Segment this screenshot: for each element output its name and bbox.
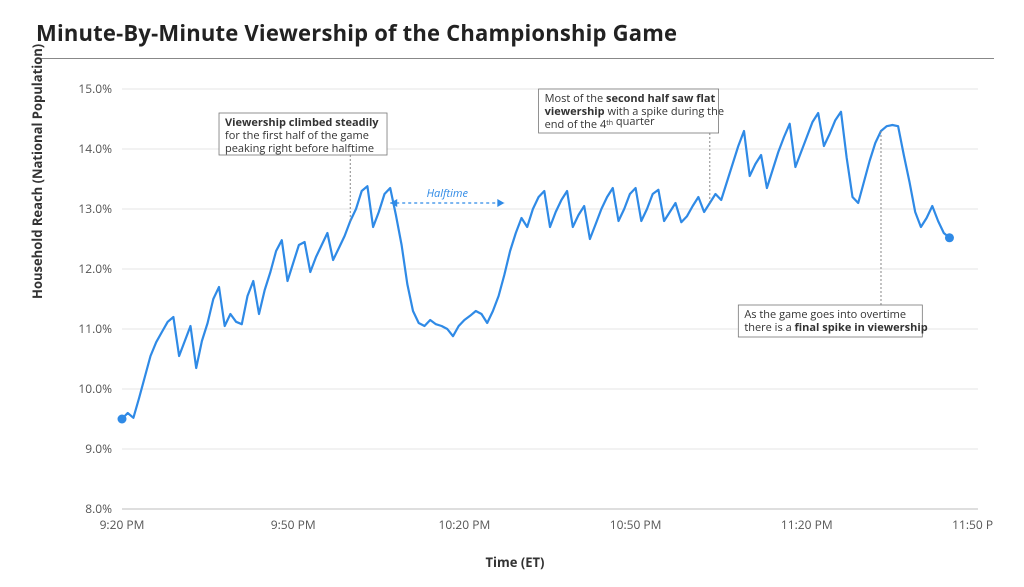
chart-title: Minute-By-Minute Viewership of the Champ… <box>36 18 994 58</box>
svg-text:11:20 PM: 11:20 PM <box>781 516 833 533</box>
svg-text:11.0%: 11.0% <box>78 320 112 337</box>
line-chart: 8.0% 9.0% 10.0% 11.0% 12.0% 13.0% 14.0% 15.0% 9:… <box>36 69 994 539</box>
svg-text:11:50 PM: 11:50 PM <box>952 516 994 533</box>
svg-text:8.0%: 8.0% <box>85 500 112 517</box>
chart-area: Household Reach (National Population) 8.… <box>36 69 994 569</box>
svg-text:Halftime: Halftime <box>427 186 469 201</box>
svg-text:15.0%: 15.0% <box>78 80 112 97</box>
svg-text:12.0%: 12.0% <box>78 260 112 277</box>
x-axis-label: Time (ET) <box>36 553 994 571</box>
svg-text:9:20 PM: 9:20 PM <box>100 516 145 533</box>
svg-text:there is a final spike in view: there is a final spike in viewership <box>744 320 927 335</box>
svg-text:10:50 PM: 10:50 PM <box>610 516 662 533</box>
svg-text:peaking right before halftime: peaking right before halftime <box>225 141 374 156</box>
chart-container: Minute-By-Minute Viewership of the Champ… <box>0 0 1024 587</box>
svg-text:9.0%: 9.0% <box>85 440 112 457</box>
svg-text:13.0%: 13.0% <box>78 200 112 217</box>
svg-text:10.0%: 10.0% <box>78 380 112 397</box>
svg-text:14.0%: 14.0% <box>78 140 112 157</box>
svg-text:9:50 PM: 9:50 PM <box>271 516 316 533</box>
y-axis-label: Household Reach (National Population) <box>28 44 46 299</box>
svg-text:10:20 PM: 10:20 PM <box>439 516 491 533</box>
title-rule <box>36 58 994 59</box>
